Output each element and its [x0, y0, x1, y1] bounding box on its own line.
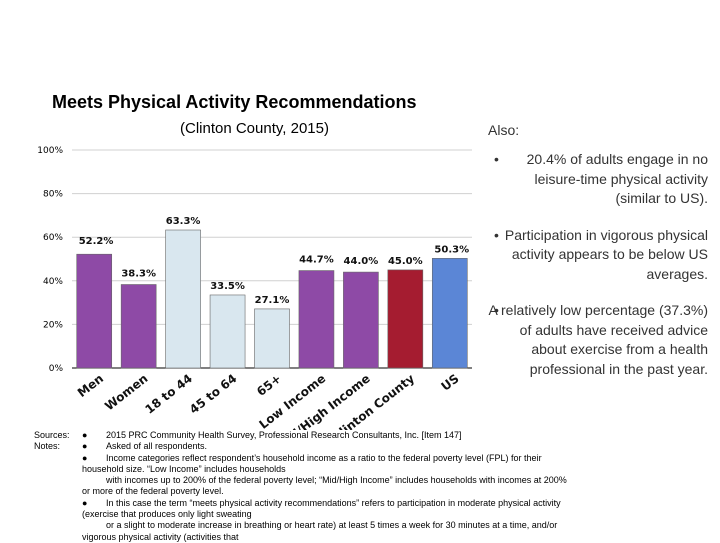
- bullet-icon: •: [494, 302, 499, 318]
- bar-low-income: [298, 270, 335, 369]
- bullet-icon: •: [494, 151, 499, 167]
- note-text-2c: with incomes up to 200% of the federal p…: [106, 475, 567, 486]
- chart-subtitle: (Clinton County, 2015): [180, 120, 329, 137]
- bar-us: [431, 258, 468, 369]
- note-row-2c: with incomes up to 200% of the federal p…: [82, 475, 702, 486]
- also-bullet-3: • A relatively low percentage (37.3%) of …: [488, 302, 708, 377]
- y-tick-label: 40%: [43, 277, 63, 287]
- bar-men: [76, 253, 113, 369]
- note-row-1: Notes: ● Asked of all respondents.: [34, 441, 702, 452]
- y-tick-label: 60%: [43, 233, 63, 243]
- note-row-2d: or more of the federal poverty level.: [82, 486, 702, 497]
- note-row-2: ● Income categories reflect respondent’s …: [82, 453, 702, 464]
- bullet-dot-icon: ●: [82, 430, 88, 440]
- y-tick-label: 0%: [49, 364, 64, 374]
- bullet-dot-icon: ●: [82, 497, 88, 508]
- value-label: 38.3%: [121, 269, 156, 280]
- y-axis-ticks: 0% 20% 40% 60% 80% 100%: [37, 146, 63, 374]
- also-bullet-1: • 20.4% of adults engage in no leisure-ti…: [494, 151, 708, 206]
- value-label: 27.1%: [255, 295, 290, 306]
- value-label: 44.0%: [344, 256, 379, 267]
- note-row-3b: (exercise that produces only light sweat…: [82, 509, 702, 520]
- sources-row: Sources: ● 2015 PRC Community Health Surv…: [34, 430, 702, 441]
- bars: [76, 229, 468, 369]
- note-row-3: ● In this case the term “meets physical a…: [82, 498, 702, 509]
- value-label: 44.7%: [299, 255, 334, 266]
- note-text-3d: vigorous physical activity (activities t…: [82, 531, 239, 542]
- note-row-2b: household size. “Low Income” includes ho…: [0, 464, 702, 475]
- y-tick-label: 20%: [43, 320, 63, 330]
- bar-mid-high-income: [343, 271, 379, 369]
- value-label: 52.2%: [79, 236, 114, 247]
- value-label: 63.3%: [166, 216, 201, 227]
- note-row-3d: vigorous physical activity (activities t…: [82, 532, 702, 543]
- bar-chart: 0% 20% 40% 60% 80% 100% 52.2% 38.3% 63.3% 33.5% 2…: [37, 146, 472, 430]
- bar-65-: [254, 308, 290, 369]
- also-bullet-list: • 20.4% of adults engage in no leisure-ti…: [486, 150, 708, 396]
- bar-women: [120, 284, 157, 369]
- also-heading: Also:: [488, 122, 520, 138]
- bullet-dot-icon: ●: [82, 441, 88, 452]
- value-label: 45.0%: [388, 256, 423, 267]
- bullet-icon: •: [494, 226, 499, 243]
- note-text-3a: In this case the term “meets physical ac…: [106, 497, 561, 508]
- note-text-2d: or more of the federal poverty level.: [82, 486, 224, 497]
- note-text-3c: or a slight to moderate increase in brea…: [106, 520, 558, 531]
- value-label: 50.3%: [434, 244, 469, 255]
- note-text-1: Asked of all respondents.: [106, 441, 208, 452]
- sources-label: Sources:: [34, 430, 70, 440]
- category-label: Men: [75, 371, 106, 400]
- bar-clinton-county: [387, 269, 424, 369]
- category-label: 45 to 64: [187, 371, 240, 416]
- footnotes: Sources: ● 2015 PRC Community Health Surv…: [34, 430, 702, 543]
- note-text-2b: household size. “Low Income” includes ho…: [82, 463, 286, 474]
- bullet-dot-icon: ●: [82, 452, 88, 463]
- bar-18-to-44: [165, 229, 201, 369]
- y-tick-label: 80%: [43, 190, 63, 200]
- notes-label: Notes:: [34, 441, 61, 452]
- y-tick-label: 100%: [37, 146, 63, 156]
- category-label: US: [439, 371, 462, 393]
- chart-title: Meets Physical Activity Recommendations: [52, 92, 417, 112]
- note-row-3c: or a slight to moderate increase in brea…: [82, 520, 702, 531]
- note-text-2a: Income categories reflect respondent’s h…: [106, 452, 542, 463]
- category-label: 18 to 44: [142, 371, 195, 416]
- source-text: 2015 PRC Community Health Survey, Profes…: [106, 430, 462, 440]
- also-bullet-2: • Participation in vigorous physical acti…: [494, 226, 708, 282]
- bar-45-to-64: [209, 294, 246, 369]
- category-label: 65+: [254, 371, 284, 399]
- value-label: 33.5%: [210, 281, 245, 292]
- value-labels: 52.2% 38.3% 63.3% 33.5% 27.1% 44.7% 44.0% 45.0%…: [79, 216, 469, 306]
- note-text-3b: (exercise that produces only light sweat…: [82, 509, 252, 520]
